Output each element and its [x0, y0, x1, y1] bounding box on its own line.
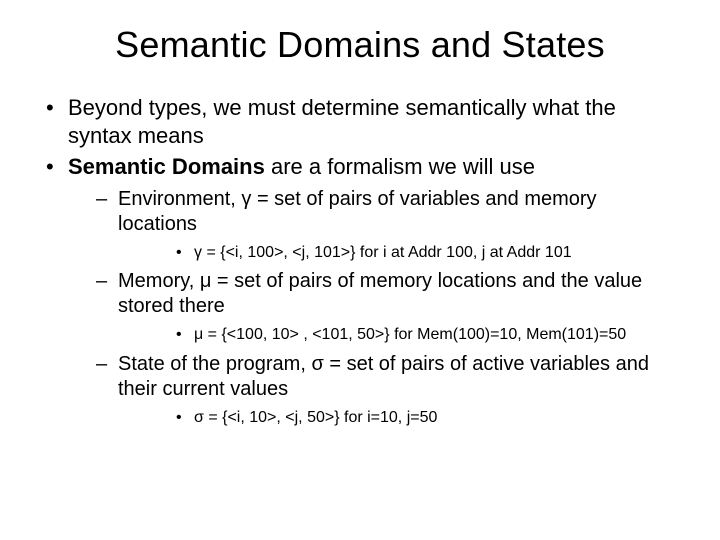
sub-3-text: State of the program, σ = set of pairs o…: [118, 353, 649, 400]
sub-2-text: Memory, μ = set of pairs of memory locat…: [118, 270, 642, 317]
bullet-list: Beyond types, we must determine semantic…: [44, 94, 676, 429]
sub-1-example: γ = {<i, 100>, <j, 101>} for i at Addr 1…: [118, 243, 676, 264]
sub-list: Environment, γ = set of pairs of variabl…: [68, 187, 676, 429]
bullet-2-rest: are a formalism we will use: [265, 154, 535, 179]
sub-3: State of the program, σ = set of pairs o…: [68, 352, 676, 429]
sub-1: Environment, γ = set of pairs of variabl…: [68, 187, 676, 264]
slide: Semantic Domains and States Beyond types…: [0, 0, 720, 540]
bullet-1: Beyond types, we must determine semantic…: [44, 94, 676, 149]
sub-1-example-text: γ = {<i, 100>, <j, 101>} for i at Addr 1…: [194, 244, 572, 261]
sub-3-example: σ = {<i, 10>, <j, 50>} for i=10, j=50: [118, 408, 676, 429]
sub-1-text: Environment, γ = set of pairs of variabl…: [118, 188, 597, 235]
bullet-2-bold: Semantic Domains: [68, 154, 265, 179]
slide-title: Semantic Domains and States: [44, 24, 676, 66]
bullet-2: Semantic Domains are a formalism we will…: [44, 153, 676, 429]
sub-2: Memory, μ = set of pairs of memory locat…: [68, 269, 676, 346]
sub-2-example-text: μ = {<100, 10> , <101, 50>} for Mem(100)…: [194, 326, 626, 343]
bullet-1-text: Beyond types, we must determine semantic…: [68, 95, 616, 148]
sub-3-example-list: σ = {<i, 10>, <j, 50>} for i=10, j=50: [118, 408, 676, 429]
sub-1-example-list: γ = {<i, 100>, <j, 101>} for i at Addr 1…: [118, 243, 676, 264]
sub-2-example-list: μ = {<100, 10> , <101, 50>} for Mem(100)…: [118, 325, 676, 346]
sub-3-example-text: σ = {<i, 10>, <j, 50>} for i=10, j=50: [194, 409, 437, 426]
sub-2-example: μ = {<100, 10> , <101, 50>} for Mem(100)…: [118, 325, 676, 346]
